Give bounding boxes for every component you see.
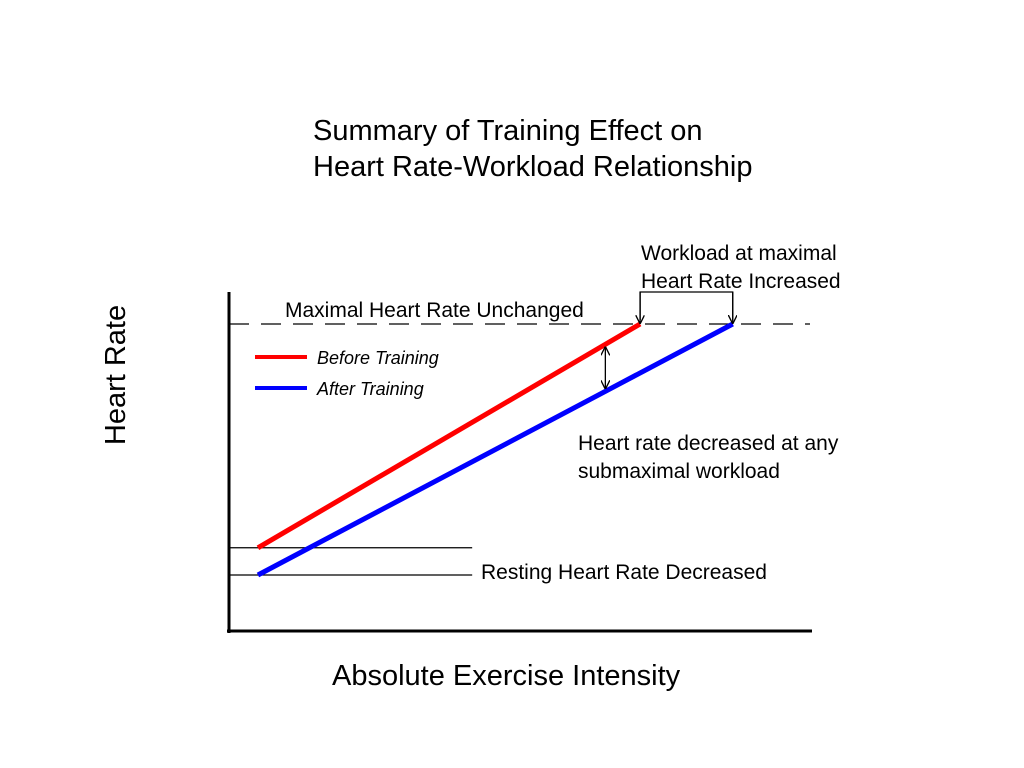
annotation-submaximal-line-2: submaximal workload bbox=[578, 460, 780, 483]
annotation-maximal-unchanged: Maximal Heart Rate Unchanged bbox=[285, 299, 584, 322]
chart-title-line-2: Heart Rate-Workload Relationship bbox=[313, 151, 753, 183]
series-before-training-line bbox=[256, 321, 642, 550]
annotation-resting-decreased: Resting Heart Rate Decreased bbox=[481, 561, 767, 584]
annotation-workload-line-1: Workload at maximal bbox=[641, 242, 837, 265]
legend-before-training-label: Before Training bbox=[317, 348, 439, 368]
annotation-submaximal-line-1: Heart rate decreased at any bbox=[578, 432, 839, 455]
chart-title-line-1: Summary of Training Effect on bbox=[313, 115, 703, 147]
series-after-training-line bbox=[256, 321, 734, 578]
x-axis-label: Absolute Exercise Intensity bbox=[332, 660, 681, 692]
annotation-workload-line-2: Heart Rate Increased bbox=[641, 270, 841, 293]
legend-after-training-label: After Training bbox=[316, 379, 424, 399]
y-axis-label: Heart Rate bbox=[100, 305, 132, 445]
workload-bracket bbox=[639, 291, 734, 320]
